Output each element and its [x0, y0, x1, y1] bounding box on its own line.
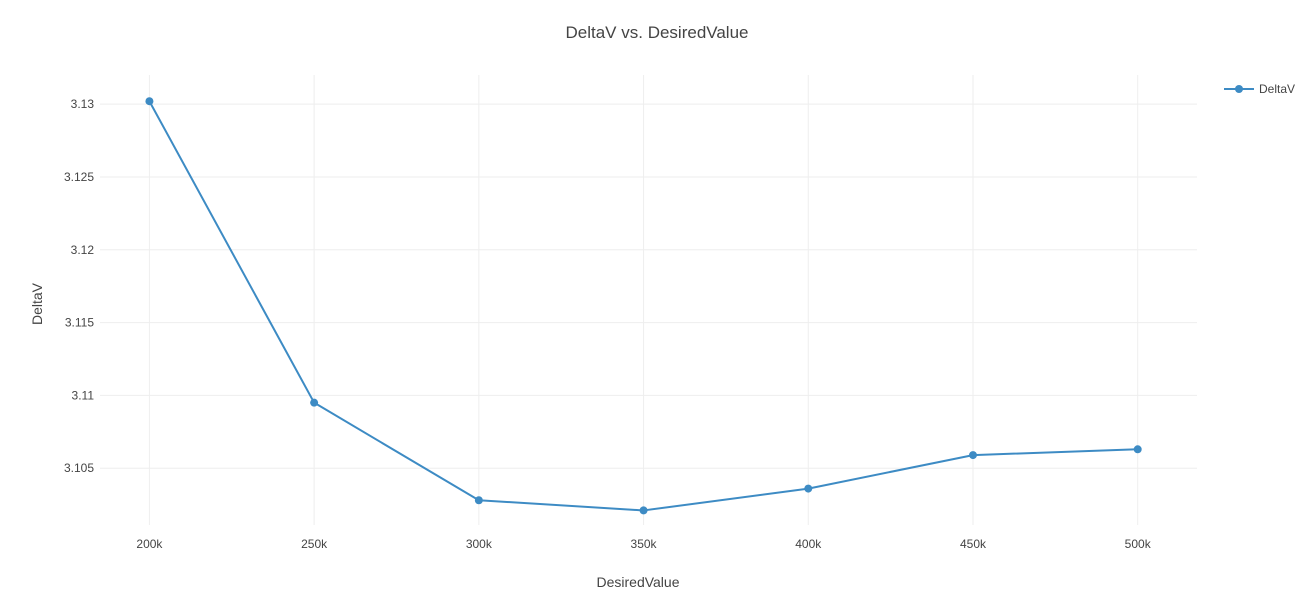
- data-point[interactable]: [145, 97, 154, 106]
- x-tick-label: 350k: [631, 537, 658, 551]
- chart-title: DeltaV vs. DesiredValue: [566, 23, 749, 42]
- data-point[interactable]: [1133, 445, 1142, 454]
- data-point[interactable]: [639, 506, 648, 515]
- x-tick-label: 300k: [466, 537, 493, 551]
- y-tick-label: 3.11: [72, 388, 95, 402]
- data-point[interactable]: [474, 496, 483, 505]
- y-tick-label: 3.125: [64, 170, 94, 184]
- y-tick-label: 3.105: [64, 461, 94, 475]
- x-tick-label: 400k: [795, 537, 822, 551]
- data-point[interactable]: [310, 398, 319, 407]
- x-tick-label: 200k: [136, 537, 163, 551]
- series-layer: [145, 97, 1142, 515]
- x-tick-label: 500k: [1125, 537, 1152, 551]
- x-axis-title: DesiredValue: [596, 574, 679, 590]
- data-point[interactable]: [968, 451, 977, 460]
- y-tick-label: 3.115: [65, 316, 94, 330]
- x-tick-label: 450k: [960, 537, 987, 551]
- legend[interactable]: DeltaV: [1224, 82, 1295, 96]
- y-tick-label: 3.13: [71, 97, 95, 111]
- legend-label: DeltaV: [1259, 82, 1295, 96]
- y-tick-label: 3.12: [71, 243, 95, 257]
- x-tick-labels: 200k 250k 300k 350k 400k 450k 500k: [136, 537, 1151, 551]
- y-axis-title: DeltaV: [29, 282, 45, 325]
- data-point[interactable]: [804, 484, 813, 493]
- x-tick-label: 250k: [301, 537, 328, 551]
- legend-marker-swatch: [1235, 85, 1243, 93]
- y-tick-labels: 3.105 3.11 3.115 3.12 3.125 3.13: [64, 97, 94, 475]
